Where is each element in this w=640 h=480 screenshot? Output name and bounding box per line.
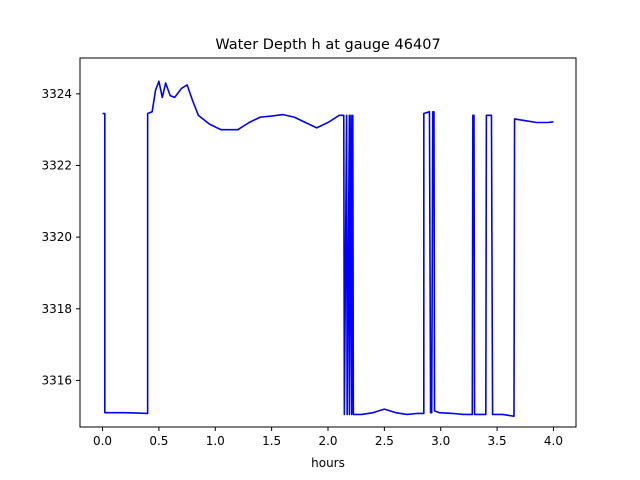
x-tick-label: 0.5 bbox=[149, 434, 168, 448]
x-tick-label: 2.5 bbox=[375, 434, 394, 448]
x-tick-label: 1.5 bbox=[262, 434, 281, 448]
y-axis: 3316 3318 3320 3322 3324 bbox=[41, 87, 80, 387]
x-tick-label: 3.0 bbox=[431, 434, 450, 448]
x-tick-label: 3.5 bbox=[488, 434, 507, 448]
chart-title: Water Depth h at gauge 46407 bbox=[215, 37, 440, 53]
y-tick-label: 3322 bbox=[41, 158, 72, 172]
y-tick-label: 3320 bbox=[41, 230, 72, 244]
x-tick-label: 0.0 bbox=[93, 434, 112, 448]
x-tick-label: 1.0 bbox=[206, 434, 225, 448]
x-tick-label: 2.0 bbox=[318, 434, 337, 448]
x-tick-label: 4.0 bbox=[544, 434, 563, 448]
plot-area bbox=[102, 80, 554, 418]
y-tick-label: 3318 bbox=[41, 302, 72, 316]
x-axis-label: hours bbox=[311, 456, 345, 470]
y-tick-label: 3316 bbox=[41, 373, 72, 387]
x-axis: 0.0 0.5 1.0 1.5 2.0 2.5 3.0 3.5 4.0 bbox=[93, 427, 563, 448]
series-line-0 bbox=[102, 80, 554, 418]
y-tick-label: 3324 bbox=[41, 87, 72, 101]
